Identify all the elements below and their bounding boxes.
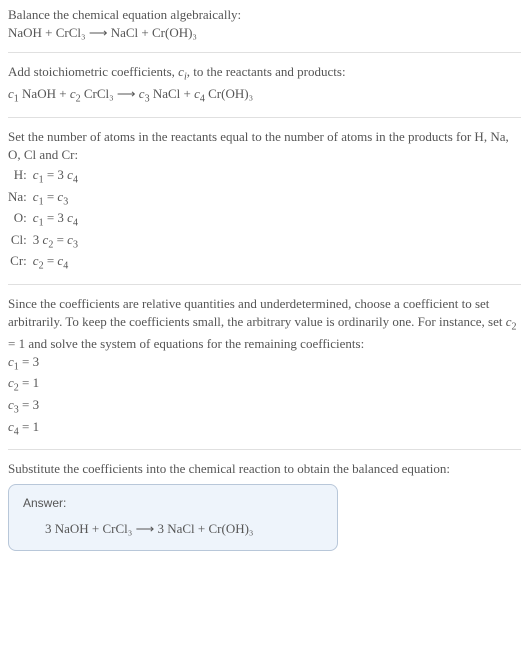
atoms-el: O: bbox=[8, 209, 33, 231]
atoms-row: Cl: 3 c2 = c3 bbox=[8, 231, 78, 253]
sub: 3 bbox=[63, 196, 68, 207]
val: = 1 bbox=[19, 419, 39, 434]
txt: NaCl + bbox=[150, 86, 195, 101]
txt: = 3 bbox=[44, 167, 68, 182]
atoms-el: Cl: bbox=[8, 231, 33, 253]
solution-line: c3 = 3 bbox=[8, 396, 521, 418]
atoms-eq: c2 = c4 bbox=[33, 252, 78, 274]
substitute-para: Substitute the coefficients into the che… bbox=[8, 460, 521, 478]
atoms-table: H: c1 = 3 c4 Na: c1 = c3 O: c1 = 3 c4 Cl… bbox=[8, 166, 78, 274]
sub: 4 bbox=[73, 175, 78, 186]
sub: 2 bbox=[512, 322, 517, 333]
answer-box: Answer: 3 NaOH + CrCl₃ ⟶ 3 NaCl + Cr(OH)… bbox=[8, 484, 338, 551]
atoms-el: Na: bbox=[8, 188, 33, 210]
stoich: Add stoichiometric coefficients, ci, to … bbox=[8, 63, 521, 106]
txt: = bbox=[44, 189, 58, 204]
atoms-eq: 3 c2 = c3 bbox=[33, 231, 78, 253]
divider bbox=[8, 52, 521, 53]
sub: 3 bbox=[73, 239, 78, 250]
val: = 1 bbox=[19, 375, 39, 390]
atoms-row: O: c1 = 3 c4 bbox=[8, 209, 78, 231]
txt: Cr(OH)₃ bbox=[205, 86, 253, 101]
intro-line: Balance the chemical equation algebraica… bbox=[8, 6, 521, 24]
solution-line: c4 = 1 bbox=[8, 418, 521, 440]
atoms-eq: c1 = 3 c4 bbox=[33, 209, 78, 231]
divider bbox=[8, 117, 521, 118]
txt: 3 bbox=[33, 232, 43, 247]
atoms-eq: c1 = 3 c4 bbox=[33, 166, 78, 188]
text: = 1 and solve the system of equations fo… bbox=[8, 336, 364, 351]
txt: = bbox=[53, 232, 67, 247]
atoms: Set the number of atoms in the reactants… bbox=[8, 128, 521, 274]
stoich-equation: c1 NaOH + c2 CrCl₃ ⟶ c3 NaCl + c4 Cr(OH)… bbox=[8, 85, 521, 107]
txt: = bbox=[44, 253, 58, 268]
answer-label: Answer: bbox=[23, 495, 323, 512]
atoms-row: Na: c1 = c3 bbox=[8, 188, 78, 210]
atoms-row: Cr: c2 = c4 bbox=[8, 252, 78, 274]
atoms-eq: c1 = c3 bbox=[33, 188, 78, 210]
val: = 3 bbox=[19, 397, 39, 412]
atoms-lead: Set the number of atoms in the reactants… bbox=[8, 128, 521, 164]
choose-para: Since the coefficients are relative quan… bbox=[8, 295, 521, 353]
stoich-line: Add stoichiometric coefficients, ci, to … bbox=[8, 63, 521, 85]
solution-line: c2 = 1 bbox=[8, 374, 521, 396]
text: , to the reactants and products: bbox=[187, 64, 346, 79]
sub: 4 bbox=[73, 218, 78, 229]
val: = 3 bbox=[19, 354, 39, 369]
txt: NaOH + bbox=[19, 86, 70, 101]
solution-line: c1 = 3 bbox=[8, 353, 521, 375]
choose: Since the coefficients are relative quan… bbox=[8, 295, 521, 439]
text: Add stoichiometric coefficients, bbox=[8, 64, 178, 79]
atoms-el: H: bbox=[8, 166, 33, 188]
intro: Balance the chemical equation algebraica… bbox=[8, 6, 521, 42]
txt: CrCl₃ ⟶ bbox=[81, 86, 139, 101]
divider bbox=[8, 284, 521, 285]
intro-equation: NaOH + CrCl₃ ⟶ NaCl + Cr(OH)₃ bbox=[8, 24, 521, 42]
substitute: Substitute the coefficients into the che… bbox=[8, 460, 521, 551]
text: Since the coefficients are relative quan… bbox=[8, 296, 506, 329]
sub: 4 bbox=[63, 261, 68, 272]
atoms-el: Cr: bbox=[8, 252, 33, 274]
divider bbox=[8, 449, 521, 450]
answer-equation: 3 NaOH + CrCl₃ ⟶ 3 NaCl + Cr(OH)₃ bbox=[45, 520, 323, 538]
txt: = 3 bbox=[44, 210, 68, 225]
atoms-row: H: c1 = 3 c4 bbox=[8, 166, 78, 188]
